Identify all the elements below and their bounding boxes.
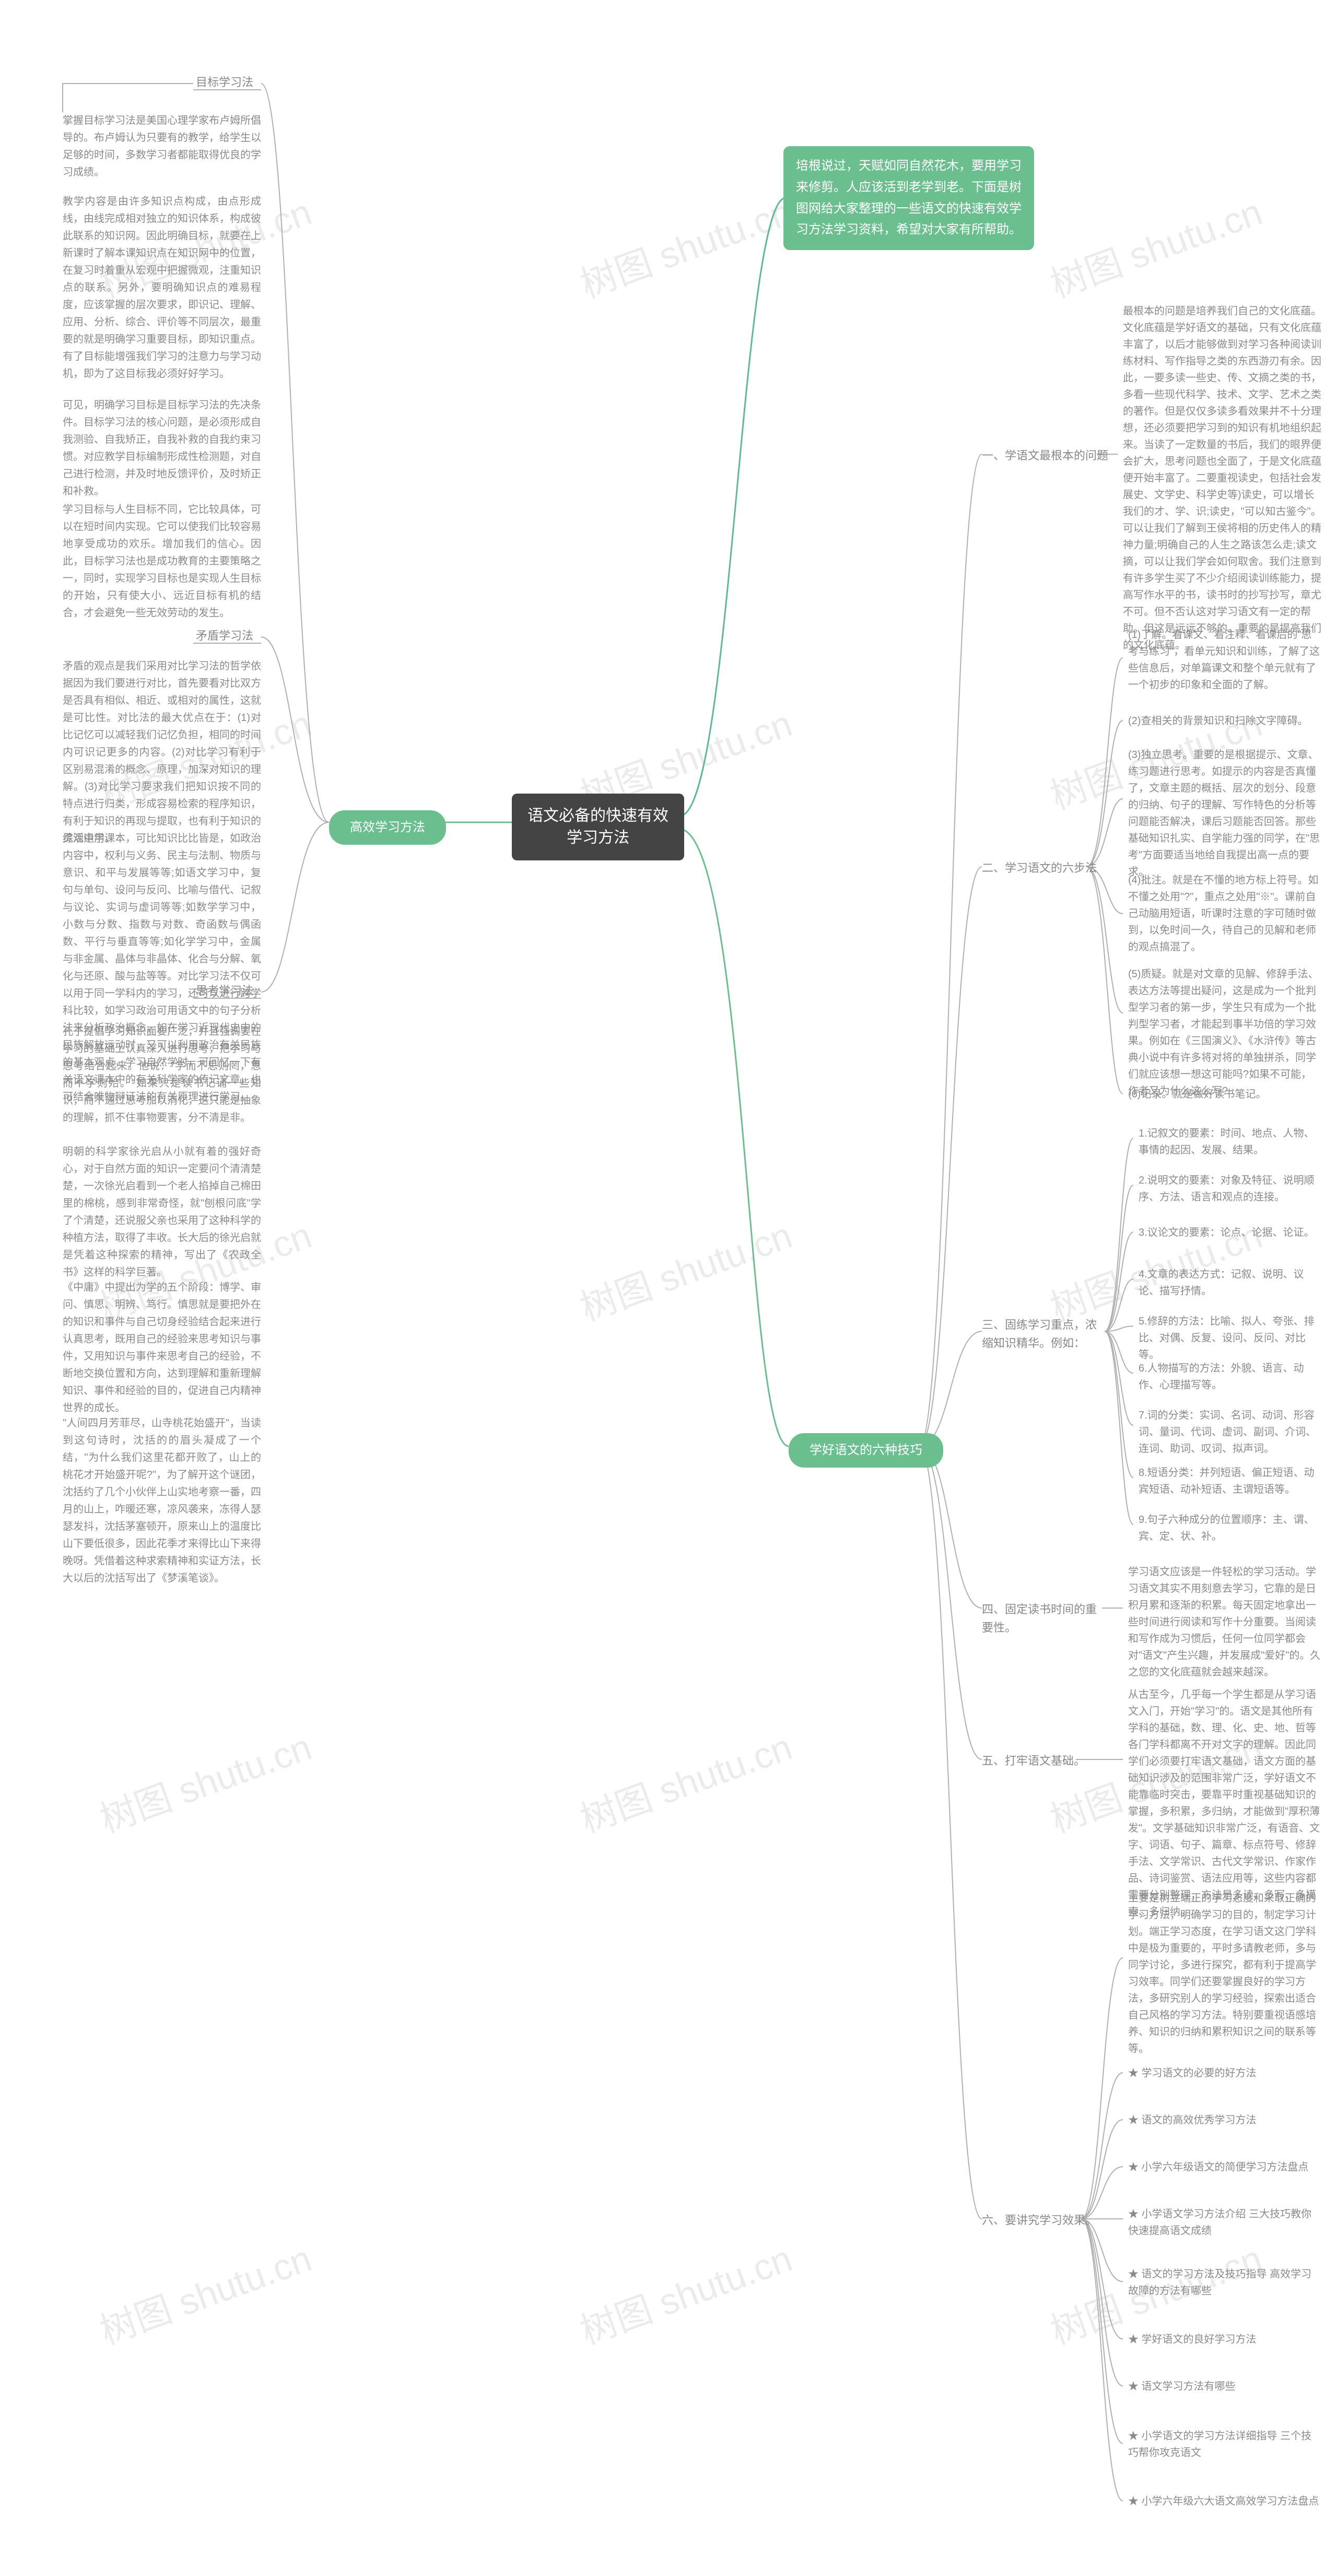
section-3-item-6: 6.人物描写的方法：外貌、语言、动作、心理描写等。 [1139, 1360, 1321, 1393]
section-2-label: 二、学习语文的六步法 [982, 859, 1086, 877]
section-6-link-6: ★ 学好语文的良好学习方法 [1128, 2331, 1321, 2348]
para-goal-3: 可见，明确学习目标是目标学习法的先决条件。目标学习法的核心问题，是必须形成自我测… [63, 397, 261, 500]
intro-box: 培根说过，天赋如同自然花木，要用学习来修剪。人应该活到老学到老。下面是树图网给大… [783, 146, 1034, 250]
watermark: 树图 shutu.cn [92, 2230, 318, 2355]
section-3-item-2: 2.说明文的要素：对象及特征、说明顺序、方法、语言和观点的连接。 [1139, 1172, 1321, 1206]
para-think-4: "人间四月芳菲尽，山寺桃花始盛开"，当读到这句诗时，沈括的的眉头凝成了一个结，"… [63, 1415, 261, 1587]
center-node: 语文必备的快速有效学习方法 [512, 794, 684, 860]
section-3-item-3: 3.议论文的要素：论点、论据、论证。 [1139, 1224, 1321, 1241]
section-3-item-1: 1.记叙文的要素：时间、地点、人物、事情的起因、发展、结果。 [1139, 1125, 1321, 1159]
section-1-label: 一、学语文最根本的问题 [982, 446, 1097, 465]
section-2-item-2: (2)查相关的背景知识和扫除文字障碍。 [1128, 713, 1321, 729]
section-5-content: 从古至今，几乎每一个学生都是从学习语文入门，开始"学习"的。语文是其他所有学科的… [1128, 1686, 1321, 1920]
para-goal-2: 教学内容是由许多知识点构成，由点形成线，由线完成相对独立的知识体系，构成彼此联系… [63, 193, 261, 383]
sub-title-think: 思考学习法 [196, 982, 253, 1000]
sub-title-goal: 目标学习法 [196, 73, 253, 91]
para-think-3: 《中庸》中提出为学的五个阶段：博学、审问、慎思、明辨、笃行。慎思就是要把外在的知… [63, 1279, 261, 1417]
section-6-link-2: ★ 语文的高效优秀学习方法 [1128, 2112, 1321, 2129]
section-3-label: 三、固练学习重点，浓缩知识精华。例如： [982, 1316, 1105, 1352]
sub-title-contrast: 矛盾学习法 [196, 627, 253, 645]
section-4-content: 学习语文应该是一件轻松的学习活动。学习语文其实不用刻意去学习，它靠的是日积月累和… [1128, 1564, 1321, 1681]
section-6-link-8: ★ 小学语文的学习方法详细指导 三个技巧帮你攻克语文 [1128, 2428, 1321, 2461]
watermark: 树图 shutu.cn [572, 1718, 799, 1844]
section-4-label: 四、固定读书时间的重要性。 [982, 1600, 1102, 1637]
section-6-label: 六、要讲究学习效果。 [982, 2211, 1081, 2229]
section-6-link-9: ★ 小学六年级六大语文高效学习方法盘点 [1128, 2493, 1321, 2510]
watermark: 树图 shutu.cn [572, 1207, 799, 1332]
watermark: 树图 shutu.cn [92, 1718, 318, 1844]
section-3-item-4: 4.文章的表达方式：记叙、说明、议论、描写抒情。 [1139, 1266, 1321, 1299]
para-think-2: 明朝的科学家徐光启从小就有着的强好奇心，对于自然方面的知识一定要问个清清楚楚，一… [63, 1143, 261, 1281]
para-contrast-1: 矛盾的观点是我们采用对比学习法的哲学依据因为我们要进行对比，首先要看对比双方是否… [63, 658, 261, 847]
section-2-item-6: (6)记录。就是做好读书笔记。 [1128, 1086, 1321, 1103]
section-1-content: 最根本的问题是培养我们自己的文化底蕴。文化底蕴是学好语文的基础，只有文化底蕴丰富… [1123, 303, 1321, 654]
watermark: 树图 shutu.cn [572, 2230, 799, 2355]
section-6-link-7: ★ 语文学习方法有哪些 [1128, 2378, 1321, 2395]
para-goal-4: 学习目标与人生目标不同，它比较具体，可以在短时间内实现。它可以使我们比较容易地享… [63, 501, 261, 622]
section-3-item-7: 7.词的分类：实词、名词、动词、形容词、量词、代词、虚词、副词、介词、连词、助词… [1139, 1407, 1321, 1457]
section-3-item-8: 8.短语分类：并列短语、偏正短语、动宾短语、动补短语、主谓短语等。 [1139, 1464, 1321, 1498]
section-2-item-4: (4)批注。就是在不懂的地方标上符号。如不懂之处用"?"，重点之处用"※"。课前… [1128, 872, 1321, 955]
watermark: 树图 shutu.cn [572, 183, 799, 309]
right-branch-pill: 学好语文的六种技巧 [789, 1433, 943, 1468]
left-branch-pill: 高效学习方法 [329, 810, 446, 845]
section-3-item-5: 5.修辞的方法：比喻、拟人、夸张、排比、对偶、反复、设问、反问、对比等。 [1139, 1313, 1321, 1363]
section-6-link-1: ★ 学习语文的必要的好方法 [1128, 2065, 1321, 2082]
section-2-item-5: (5)质疑。就是对文章的见解、修辞手法、表达方法等提出疑问，这是成为一个批判型学… [1128, 966, 1321, 1100]
section-6-link-5: ★ 语文的学习方法及技巧指导 高效学习故障的方法有哪些 [1128, 2266, 1321, 2299]
para-think-1: 孔子提倡学习知识面要广泛，并且强调要在学习的基础上认真深入进行思考，把学习与思考… [63, 1023, 261, 1127]
watermark: 树图 shutu.cn [1042, 183, 1269, 309]
section-5-label: 五、打牢语文基础。 [982, 1752, 1076, 1770]
section-6-link-3: ★ 小学六年级语文的简便学习方法盘点 [1128, 2159, 1321, 2176]
section-6-content: 主要是树立端正的学习态度和采取正确的学习方法，明确学习的目的，制定学习计划。端正… [1128, 1890, 1321, 2057]
section-2-item-3: (3)独立思考。重要的是根据提示、文章、练习题进行思考。如提示的内容是否真懂了，… [1128, 747, 1321, 880]
section-6-link-4: ★ 小学语文学习方法介绍 三大技巧教你快速提高语文成绩 [1128, 2206, 1321, 2239]
para-goal-1: 掌握目标学习法是美国心理学家布卢姆所倡导的。布卢姆认为只要有的教学，给学生以足够… [63, 112, 261, 181]
section-2-item-1: (1)了解。看课文、看注释、看课后的"思考与练习"，看单元知识和训练，了解了这些… [1128, 627, 1321, 693]
section-3-item-9: 9.句子六种成分的位置顺序：主、谓、宾、定、状、补。 [1139, 1511, 1321, 1545]
